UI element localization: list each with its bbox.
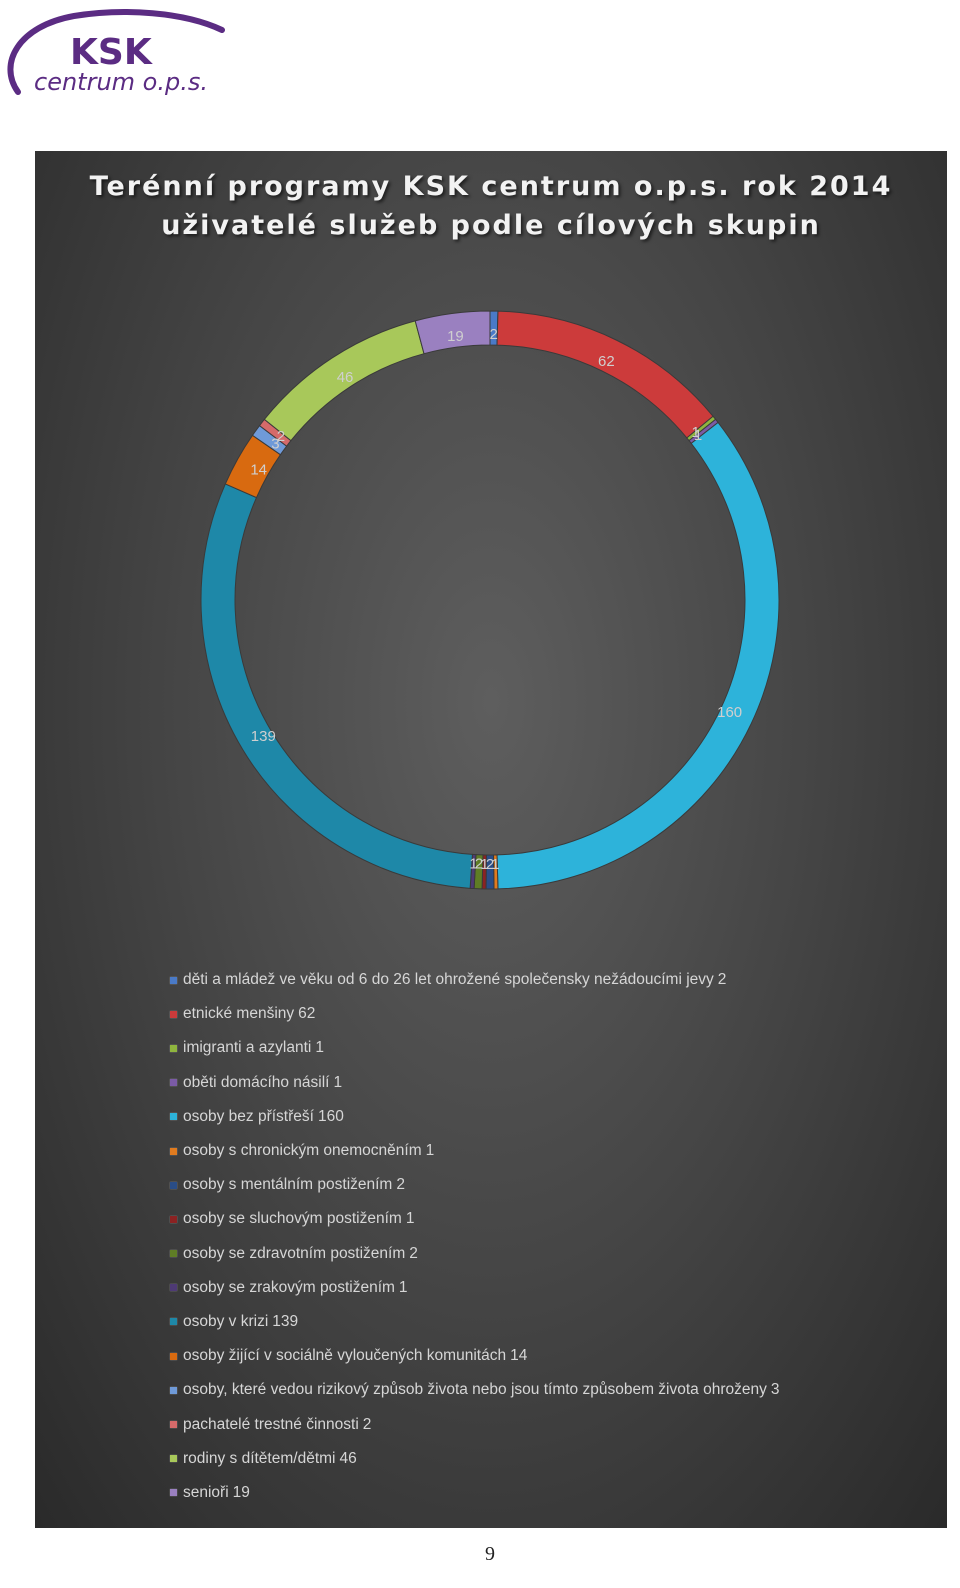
donut-data-label: 62 — [598, 353, 615, 370]
legend-value: 2 — [396, 1176, 405, 1194]
donut-data-label: 3 — [271, 436, 279, 453]
legend-swatch — [170, 1147, 177, 1155]
legend-item: osoby s mentálním postižením 2 — [170, 1168, 930, 1202]
legend-value: 46 — [339, 1449, 357, 1467]
ksk-logo: KSK centrum o.p.s. — [4, 4, 230, 100]
donut-data-label: 2 — [486, 856, 494, 873]
legend-item: etnické menšiny 62 — [170, 997, 930, 1031]
legend-label: osoby se zrakovým postižením — [183, 1278, 395, 1296]
donut-data-label: 46 — [337, 369, 354, 386]
legend-label: osoby v krizi — [183, 1312, 269, 1330]
donut-data-label: 2 — [277, 428, 285, 445]
legend-item: děti a mládež ve věku od 6 do 26 let ohr… — [170, 963, 930, 997]
legend-swatch — [170, 1421, 177, 1429]
donut-data-label: 2 — [475, 856, 483, 873]
legend-item: osoby se zrakovým postižením 1 — [170, 1271, 930, 1305]
legend-swatch — [170, 1113, 177, 1121]
donut-slice — [200, 483, 473, 889]
legend-swatch — [170, 1215, 177, 1223]
legend-swatch — [170, 1318, 177, 1326]
legend-value: 3 — [770, 1381, 780, 1399]
donut-data-label: 1 — [694, 427, 702, 444]
legend-label: osoby se zdravotním postižením — [183, 1244, 406, 1262]
donut-data-label: 160 — [717, 704, 742, 721]
donut-slice — [414, 310, 491, 355]
logo-brand-text: KSK — [70, 32, 153, 73]
legend-swatch — [170, 1010, 177, 1018]
legend-item: osoby se sluchovým postižením 1 — [170, 1202, 930, 1236]
legend-item: osoby s chronickým onemocněním 1 — [170, 1134, 930, 1168]
legend-label: osoby, které vedou rizikový způsob život… — [183, 1381, 767, 1399]
donut-data-label: 1 — [469, 855, 477, 872]
donut-slice — [496, 310, 714, 439]
donut-data-label: 19 — [447, 328, 464, 345]
legend-value: 1 — [333, 1073, 343, 1091]
page-number: 9 — [485, 1543, 495, 1565]
legend-value: 160 — [317, 1107, 344, 1125]
legend-label: osoby s chronickým onemocněním — [183, 1142, 422, 1160]
legend-item: osoby se zdravotním postižením 2 — [170, 1237, 930, 1271]
legend-label: rodiny s dítětem/dětmi — [183, 1449, 336, 1467]
donut-data-label: 14 — [250, 462, 267, 479]
legend-value: 19 — [232, 1483, 250, 1501]
donut-data-label: 139 — [251, 728, 276, 745]
donut-slices — [200, 310, 780, 890]
legend-swatch — [170, 1044, 177, 1052]
legend-swatch — [170, 1386, 177, 1394]
legend-label: imigranti a azylanti — [183, 1039, 312, 1057]
legend-swatch — [170, 1489, 177, 1497]
donut-data-label: 1 — [491, 856, 499, 873]
legend-label: děti a mládež ve věku od 6 do 26 let ohr… — [183, 971, 714, 989]
legend-label: osoby bez přístřeší — [183, 1107, 314, 1125]
ksk-logo-graphic: KSK centrum o.p.s. — [7, 9, 225, 96]
legend-item: osoby bez přístřeší 160 — [170, 1100, 930, 1134]
legend-label: etnické menšiny — [183, 1005, 295, 1023]
legend-swatch — [170, 1181, 177, 1189]
legend-item: oběti domácího násilí 1 — [170, 1066, 930, 1100]
legend-value: 2 — [717, 971, 727, 989]
legend-value: 1 — [398, 1278, 408, 1296]
legend-item: osoby, které vedou rizikový způsob život… — [170, 1373, 930, 1407]
legend-label: senioři — [183, 1483, 229, 1501]
legend-value: 139 — [272, 1312, 299, 1330]
legend-label: oběti domácího násilí — [183, 1073, 330, 1091]
logo-sub-text: centrum o.p.s. — [34, 68, 208, 96]
legend-value: 1 — [425, 1142, 435, 1160]
legend-value: 1 — [405, 1210, 415, 1228]
legend-swatch — [170, 1250, 177, 1258]
donut-data-label: 1 — [692, 424, 700, 441]
legend-value: 2 — [362, 1415, 372, 1433]
donut-data-label: 1 — [480, 856, 488, 873]
chart-title-line-1: Terénní programy KSK centrum o.p.s. rok … — [89, 171, 893, 202]
legend-swatch — [170, 1284, 177, 1292]
legend-swatch — [170, 1079, 177, 1087]
legend-label: pachatelé trestné činnosti — [183, 1415, 359, 1433]
donut-data-label: 2 — [489, 326, 497, 343]
chart-legend: děti a mládež ve věku od 6 do 26 let ohr… — [170, 963, 930, 1510]
chart-title: Terénní programy KSK centrum o.p.s. rok … — [35, 167, 947, 245]
legend-item: senioři 19 — [170, 1476, 930, 1510]
legend-value: 14 — [510, 1347, 528, 1365]
legend-label: osoby s mentálním postižením — [183, 1176, 393, 1194]
chart-title-line-2: uživatelé služeb podle cílových skupin — [161, 210, 821, 241]
donut-slice — [496, 421, 780, 890]
legend-value: 1 — [315, 1039, 324, 1057]
legend-swatch — [170, 1455, 177, 1463]
chart-panel: Terénní programy KSK centrum o.p.s. rok … — [35, 151, 947, 1528]
legend-value: 62 — [298, 1005, 316, 1023]
legend-swatch — [170, 1352, 177, 1360]
legend-value: 2 — [409, 1244, 418, 1262]
legend-item: imigranti a azylanti 1 — [170, 1031, 930, 1065]
legend-item: osoby v krizi 139 — [170, 1305, 930, 1339]
legend-item: rodiny s dítětem/dětmi 46 — [170, 1442, 930, 1476]
legend-item: osoby žijící v sociálně vyloučených komu… — [170, 1339, 930, 1373]
legend-swatch — [170, 976, 177, 984]
legend-label: osoby žijící v sociálně vyloučených komu… — [183, 1347, 507, 1365]
legend-item: pachatelé trestné činnosti 2 — [170, 1407, 930, 1441]
legend-label: osoby se sluchovým postižením — [183, 1210, 402, 1228]
